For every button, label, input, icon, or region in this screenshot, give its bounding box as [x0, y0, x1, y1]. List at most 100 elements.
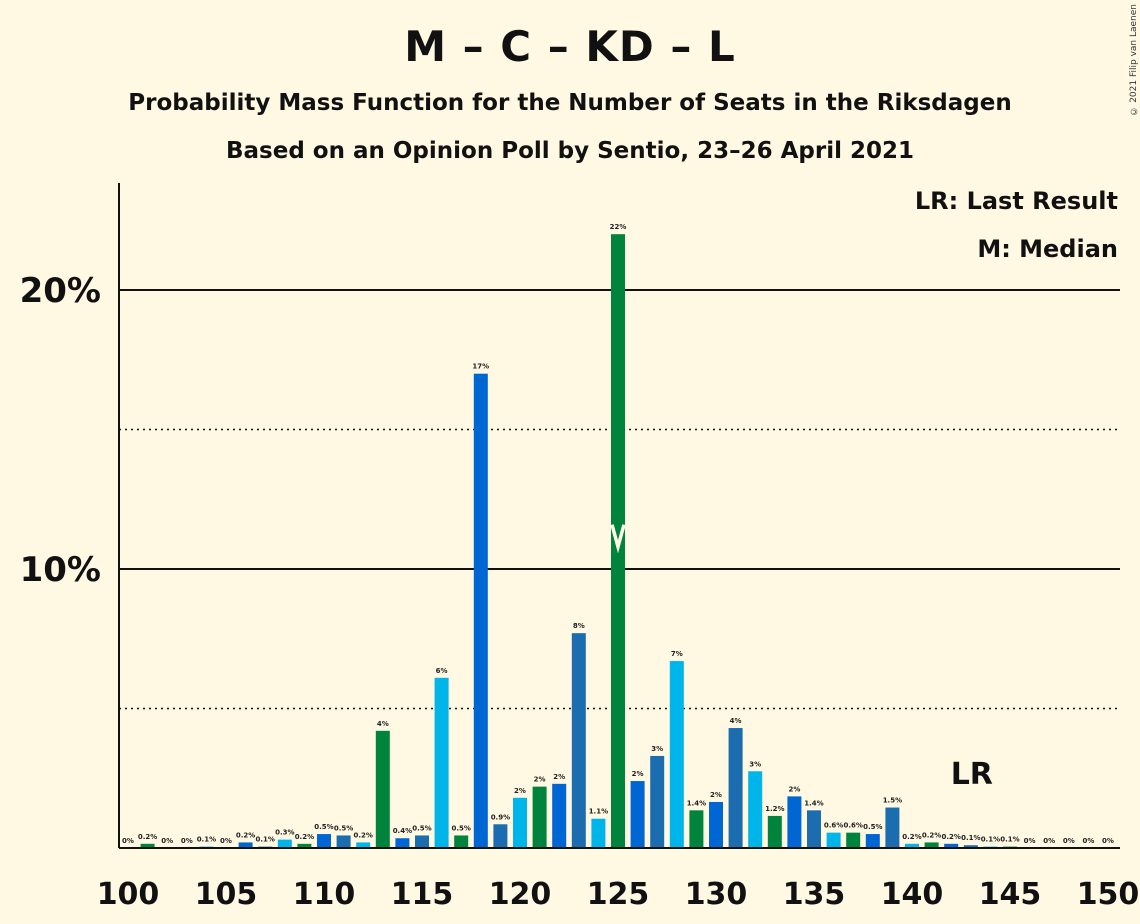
bar-seat-117 — [454, 835, 469, 848]
data-label-seat-130: 2% — [710, 791, 722, 799]
chart-subtitle: Probability Mass Function for the Number… — [128, 90, 1012, 116]
data-label-seat-124: 1.1% — [589, 808, 608, 816]
data-label-seat-144: 0.1% — [981, 836, 1000, 844]
data-label-seat-135: 1.4% — [804, 799, 823, 807]
bar-seat-135 — [807, 810, 821, 848]
data-label-seat-128: 7% — [671, 650, 683, 658]
data-label-seat-134: 2% — [788, 785, 800, 793]
data-label-seat-115: 0.5% — [412, 824, 431, 832]
data-label-seat-121: 2% — [534, 776, 546, 784]
bar-seat-141 — [924, 842, 939, 848]
bar-seat-124 — [591, 818, 606, 848]
data-label-seat-127: 3% — [651, 745, 663, 753]
bar-seat-115 — [415, 835, 429, 848]
bar-seat-123 — [571, 633, 586, 848]
data-label-seat-113: 4% — [377, 720, 389, 728]
data-label-seat-125: 22% — [610, 223, 627, 231]
data-label-seat-131: 4% — [730, 717, 742, 725]
axes: 10% 20% 100 105 110 115 120 125 130 135 140 145 150 — [20, 183, 1140, 912]
data-label-seat-145: 0.1% — [1000, 836, 1019, 844]
bar-seat-130 — [709, 801, 723, 848]
x-tick-label: 150 — [1077, 877, 1140, 912]
data-label-seat-129: 1.4% — [687, 799, 706, 807]
data-label-seat-100: 0% — [122, 837, 134, 845]
data-label-seat-133: 1.2% — [765, 805, 784, 813]
y-tick-label: 20% — [20, 271, 101, 311]
bar-seat-132 — [748, 771, 763, 848]
data-label-seat-142: 0.2% — [941, 833, 960, 841]
data-label-seat-148: 0% — [1063, 837, 1075, 845]
data-label-seat-118: 17% — [472, 363, 489, 371]
bar-seat-133 — [767, 815, 782, 848]
bar-seat-134 — [787, 796, 802, 848]
x-tick-label: 105 — [195, 877, 258, 912]
x-tick-label: 145 — [979, 877, 1042, 912]
chart-subtitle-source: Based on an Opinion Poll by Sentio, 23–2… — [225, 138, 914, 164]
data-label-seat-149: 0% — [1082, 837, 1094, 845]
data-label-seat-104: 0.1% — [197, 836, 216, 844]
median-marker — [610, 524, 626, 554]
bar-seat-143 — [963, 845, 978, 848]
bar-seat-142 — [944, 843, 959, 848]
data-label-seat-146: 0% — [1024, 837, 1036, 845]
bar-seat-136 — [826, 832, 841, 848]
bar-seat-101 — [140, 843, 155, 848]
data-label-seat-107: 0.1% — [255, 836, 274, 844]
data-label-seat-140: 0.2% — [902, 833, 921, 841]
bar-seat-139 — [885, 807, 900, 848]
bar-seat-126 — [630, 781, 645, 848]
bar-seat-118 — [473, 373, 488, 848]
data-label-seat-150: 0% — [1102, 837, 1114, 845]
data-label-seat-122: 2% — [553, 773, 565, 781]
bar-seat-121 — [532, 786, 547, 848]
bar-seat-120 — [513, 797, 527, 848]
data-label-seat-126: 2% — [632, 770, 644, 778]
bar-seat-116 — [434, 677, 449, 848]
x-tick-label: 115 — [391, 877, 454, 912]
x-tick-label: 125 — [587, 877, 650, 912]
data-label-seat-147: 0% — [1043, 837, 1055, 845]
data-label-seat-120: 2% — [514, 787, 526, 795]
data-label-seat-132: 3% — [749, 760, 761, 768]
x-tick-label: 135 — [783, 877, 846, 912]
bar-seat-140 — [905, 843, 919, 848]
x-tick-label: 110 — [293, 877, 356, 912]
data-label-seat-114: 0.4% — [393, 827, 412, 835]
legend-median: M: Median — [977, 235, 1118, 263]
data-label-seat-123: 8% — [573, 622, 585, 630]
data-label-seat-138: 0.5% — [863, 823, 882, 831]
bar-seat-127 — [650, 755, 665, 848]
data-label-seat-103: 0% — [181, 837, 193, 845]
chart-title: M – C – KD – L — [404, 22, 736, 71]
data-label-seat-117: 0.5% — [451, 824, 470, 832]
data-label-seat-109: 0.2% — [295, 833, 314, 841]
bar-seat-122 — [552, 783, 567, 848]
bar-seat-108 — [277, 839, 292, 848]
x-tick-label: 120 — [489, 877, 552, 912]
data-label-seat-105: 0% — [220, 837, 232, 845]
data-label-seat-111: 0.5% — [334, 824, 353, 832]
data-label-seat-119: 0.9% — [491, 813, 510, 821]
bar-seat-131 — [728, 728, 743, 848]
data-label-seat-116: 6% — [436, 667, 448, 675]
bar-seat-137 — [846, 832, 861, 848]
bar-seat-110 — [317, 834, 331, 848]
bar-seat-112 — [356, 842, 371, 848]
bar-seat-106 — [238, 842, 253, 848]
x-tick-label: 140 — [881, 877, 944, 912]
data-label-seat-101: 0.2% — [138, 833, 157, 841]
bar-seat-129 — [689, 810, 704, 848]
bar-seat-138 — [865, 834, 880, 848]
data-label-seat-137: 0.6% — [843, 822, 862, 830]
bar-seat-109 — [297, 843, 312, 848]
x-tick-label: 130 — [685, 877, 748, 912]
data-label-seat-112: 0.2% — [353, 831, 372, 839]
bar-seat-128 — [669, 661, 684, 848]
last-result-marker: LR — [951, 757, 993, 792]
x-tick-label: 100 — [97, 877, 160, 912]
bar-seat-111 — [336, 835, 351, 848]
data-label-seat-102: 0% — [161, 837, 173, 845]
data-label-seat-136: 0.6% — [824, 822, 843, 830]
data-label-seat-143: 0.1% — [961, 834, 980, 842]
